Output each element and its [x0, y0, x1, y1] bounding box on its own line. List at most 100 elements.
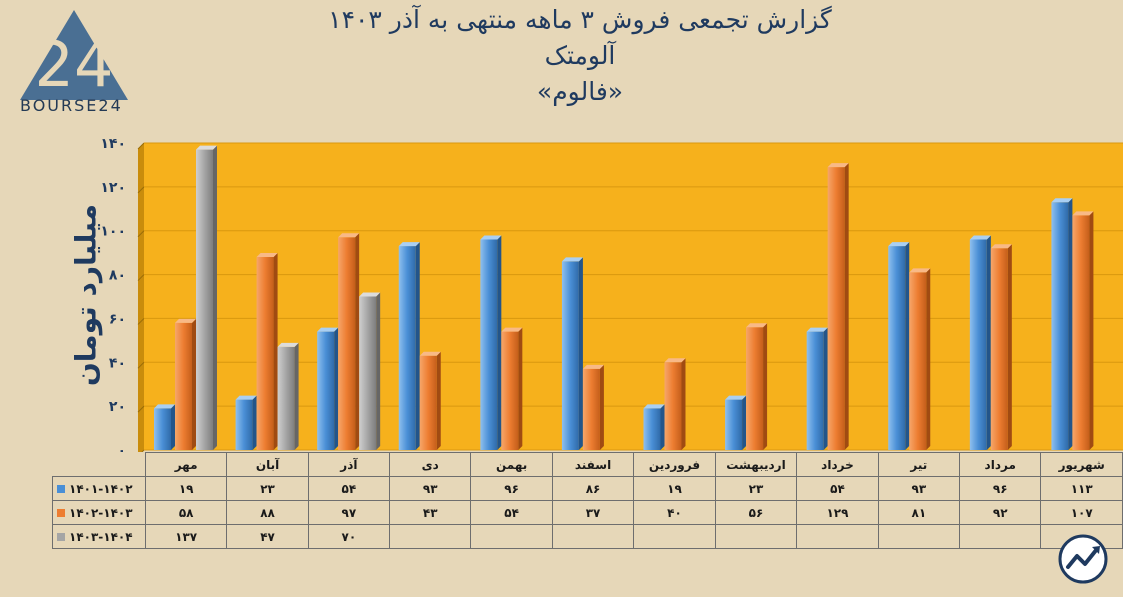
- data-cell: [470, 524, 553, 549]
- data-cell: ۲۳: [714, 476, 798, 501]
- data-cell: ۱۰۷: [1040, 500, 1123, 525]
- bar-side: [763, 323, 768, 450]
- legend-swatch-gray: [57, 533, 65, 541]
- bar-top: [561, 257, 583, 262]
- table-row-series-1: ۱۴۰۱-۱۴۰۲ ۱۹ ۲۳ ۵۴ ۹۳ ۹۶ ۸۶ ۱۹ ۲۳ ۵۴ ۹۳ …: [52, 476, 1123, 501]
- bar-top: [725, 395, 747, 400]
- y-tick-label: ۸۰: [109, 268, 126, 284]
- data-cell: ۸۸: [226, 500, 309, 525]
- data-cell: ۹۷: [307, 500, 391, 525]
- table-corner: [52, 452, 146, 477]
- bar-top: [806, 327, 828, 332]
- data-cell: ۸۱: [877, 500, 961, 525]
- data-cell: ۱۹: [633, 476, 716, 501]
- bar-side: [171, 404, 175, 450]
- table-row-series-2: ۱۴۰۲-۱۴۰۳ ۵۸ ۸۸ ۹۷ ۴۳ ۵۴ ۳۷ ۴۰ ۵۶ ۱۲۹ ۸۱…: [52, 500, 1123, 525]
- data-cell: ۵۴: [307, 476, 391, 501]
- category-label: آبان: [226, 452, 309, 477]
- bar-3-series-1: [419, 355, 437, 450]
- data-cell: ۱۲۹: [796, 500, 879, 525]
- y-tick-label: ۶۰: [109, 311, 126, 327]
- bar-top: [1072, 211, 1094, 216]
- bar-top: [317, 327, 339, 332]
- bar-side: [986, 235, 991, 450]
- category-label: بهمن: [470, 452, 553, 477]
- bar-side: [1068, 198, 1073, 450]
- legend-label: ۱۴۰۳-۱۴۰۴: [69, 529, 133, 544]
- bar-top: [175, 318, 196, 323]
- data-cell: ۴۷: [226, 524, 309, 549]
- category-label: تیر: [877, 452, 961, 477]
- bar-side: [376, 292, 381, 450]
- data-cell: ۵۴: [470, 500, 553, 525]
- bar-top: [419, 351, 441, 356]
- bar-top: [1051, 198, 1073, 203]
- bar-2-series-2: [359, 296, 377, 450]
- data-cell: ۵۶: [714, 500, 798, 525]
- gridline-side: [137, 318, 145, 325]
- series-2-legend: ۱۴۰۲-۱۴۰۳: [52, 500, 146, 525]
- legend-label: ۱۴۰۱-۱۴۰۲: [69, 481, 133, 496]
- bar-side: [497, 235, 502, 450]
- bar-side: [926, 268, 931, 450]
- bourse24-logo: 24: [20, 10, 128, 101]
- data-cell: [551, 524, 635, 549]
- gridline-side: [141, 449, 145, 452]
- bar-side: [905, 242, 910, 450]
- data-cell: [796, 524, 879, 549]
- bar-10-series-0: [969, 239, 987, 450]
- bar-side: [213, 145, 217, 451]
- bar-top: [990, 244, 1012, 249]
- bar-1-series-2: [277, 346, 295, 450]
- bar-side: [681, 358, 686, 450]
- bar-5-series-1: [582, 368, 600, 450]
- bar-side: [1007, 244, 1012, 450]
- bar-top: [664, 358, 686, 363]
- bar-top: [909, 268, 931, 273]
- data-cell: ۱۱۳: [1040, 476, 1123, 501]
- bar-side: [192, 318, 196, 450]
- data-cell: ۵۴: [796, 476, 879, 501]
- bar-side: [252, 395, 257, 450]
- bar-1-series-0: [235, 399, 253, 450]
- data-cell: ۳۷: [551, 500, 635, 525]
- bar-side: [415, 242, 420, 450]
- bar-top: [480, 235, 502, 240]
- data-cell: [959, 524, 1042, 549]
- category-label: دی: [389, 452, 472, 477]
- data-cell: ۱۳۷: [144, 524, 228, 549]
- bar-1-series-1: [256, 257, 274, 450]
- plot-side-wall: [138, 143, 144, 452]
- bar-top: [582, 364, 604, 369]
- table-row-series-3: ۱۴۰۳-۱۴۰۴ ۱۳۷ ۴۷ ۷۰: [52, 524, 1123, 549]
- table-header-row: مهر آبان آذر دی بهمن اسفند فروردین اردیب…: [52, 452, 1123, 477]
- data-cell: ۴۳: [389, 500, 472, 525]
- chart-title-block: گزارش تجمعی فروش ۳ ماهه منتهی به آذر ۱۴۰…: [230, 2, 930, 110]
- bar-side: [334, 327, 339, 450]
- bar-side: [823, 327, 828, 450]
- bar-7-series-0: [725, 399, 743, 450]
- bar-6-series-0: [643, 408, 661, 450]
- bar-8-series-0: [806, 331, 824, 450]
- data-cell: ۲۳: [226, 476, 309, 501]
- bar-top: [398, 242, 420, 247]
- data-cell: ۹۳: [389, 476, 472, 501]
- category-label: فروردین: [633, 452, 716, 477]
- y-tick-label: ۱۴۰: [100, 136, 126, 152]
- bar-0-series-1: [175, 322, 192, 450]
- bar-side: [436, 351, 441, 450]
- bar-3-series-0: [398, 246, 416, 450]
- data-cell: [389, 524, 472, 549]
- bar-9-series-0: [888, 246, 906, 450]
- category-label: اسفند: [551, 452, 635, 477]
- y-axis-label: میلیارد تومان: [69, 203, 103, 387]
- chart-subtitle-2: «فالوم»: [536, 77, 624, 106]
- y-tick-label: ۰: [117, 443, 126, 452]
- category-label: مرداد: [959, 452, 1042, 477]
- series-3-legend: ۱۴۰۳-۱۴۰۴: [52, 524, 146, 549]
- legend-label: ۱۴۰۲-۱۴۰۳: [69, 505, 133, 520]
- gridline-side: [137, 186, 145, 194]
- data-cell: ۷۰: [307, 524, 391, 549]
- legend-swatch-orange: [57, 509, 65, 517]
- bar-side: [1089, 211, 1094, 450]
